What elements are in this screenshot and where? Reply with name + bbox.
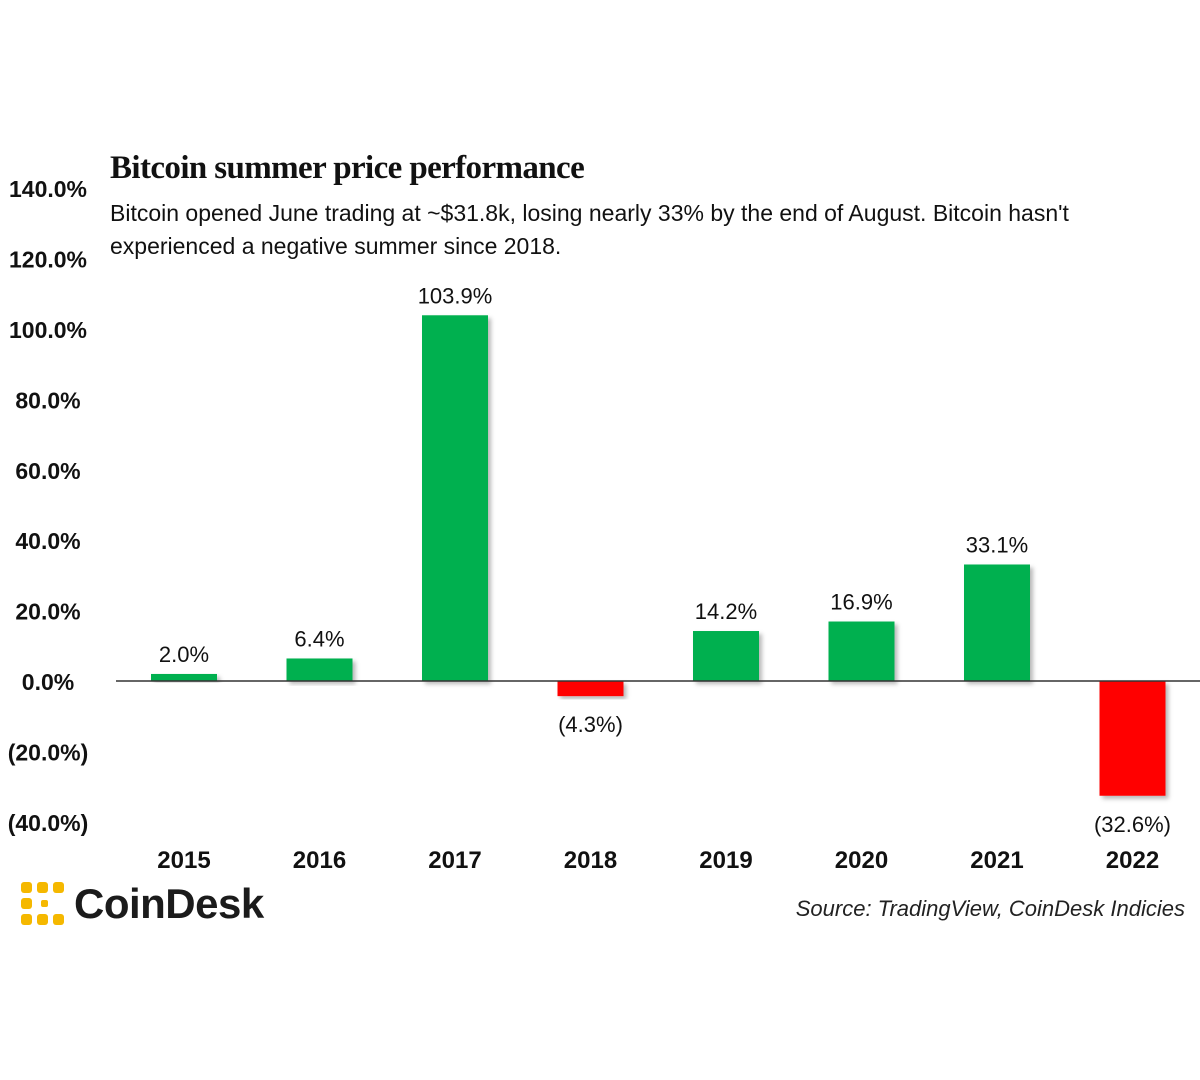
y-tick-label: 80.0% <box>15 387 80 413</box>
brand-name: CoinDesk <box>74 880 264 927</box>
x-tick-label: 2020 <box>835 847 888 874</box>
x-tick-label: 2017 <box>428 847 481 874</box>
x-tick-label: 2019 <box>699 847 752 874</box>
data-label: (32.6%) <box>1094 812 1171 837</box>
y-tick-label: (20.0%) <box>8 739 89 765</box>
y-tick-label: 140.0% <box>9 176 87 202</box>
data-label: 33.1% <box>966 532 1028 557</box>
x-tick-label: 2022 <box>1106 847 1159 874</box>
bar-2018 <box>557 681 624 697</box>
chart-subtitle: Bitcoin opened June trading at ~$31.8k, … <box>110 200 1069 259</box>
data-label: 2.0% <box>159 642 209 667</box>
bar-2022 <box>1099 681 1166 796</box>
data-label: (4.3%) <box>558 712 623 737</box>
bar-2017 <box>422 315 488 681</box>
bar-2021 <box>964 564 1030 681</box>
y-tick-label: 60.0% <box>15 458 80 484</box>
data-label: 14.2% <box>695 599 757 624</box>
y-tick-label: 0.0% <box>22 669 74 695</box>
chart-title: Bitcoin summer price performance <box>110 150 585 186</box>
y-tick-label: 120.0% <box>9 247 87 273</box>
x-tick-label: 2021 <box>970 847 1023 874</box>
y-tick-label: 100.0% <box>9 317 87 343</box>
x-tick-label: 2018 <box>564 847 617 874</box>
coindesk-logo: CoinDesk <box>18 878 264 930</box>
bar-2020 <box>828 621 895 681</box>
source-note: Source: TradingView, CoinDesk Indicies <box>795 896 1185 921</box>
data-label: 6.4% <box>294 626 344 651</box>
bar-2015 <box>151 673 217 681</box>
y-tick-label: 40.0% <box>15 528 80 554</box>
x-tick-label: 2015 <box>157 847 210 874</box>
data-label: 103.9% <box>418 283 493 308</box>
coindesk-logo-icon <box>21 882 64 925</box>
data-label: 16.9% <box>830 590 892 615</box>
y-tick-label: (40.0%) <box>8 810 89 836</box>
x-tick-label: 2016 <box>293 847 346 874</box>
bar-2019 <box>693 631 759 681</box>
y-tick-label: 20.0% <box>15 599 80 625</box>
bar-2016 <box>286 658 353 681</box>
